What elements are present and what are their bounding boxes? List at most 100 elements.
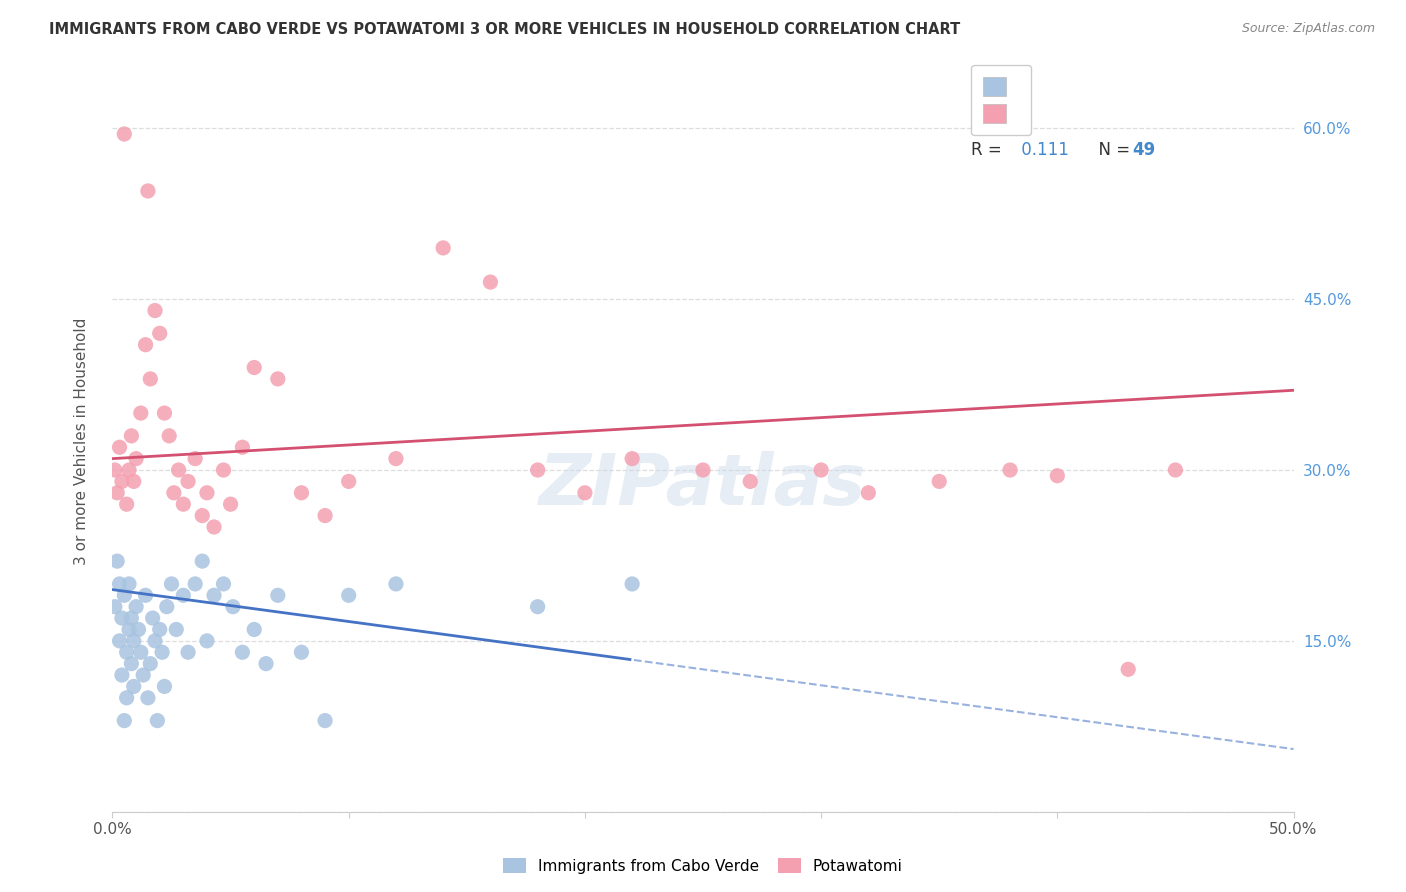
Text: IMMIGRANTS FROM CABO VERDE VS POTAWATOMI 3 OR MORE VEHICLES IN HOUSEHOLD CORRELA: IMMIGRANTS FROM CABO VERDE VS POTAWATOMI… [49, 22, 960, 37]
Point [150, 645, 173, 659]
Text: Source: ZipAtlas.com: Source: ZipAtlas.com [1241, 22, 1375, 36]
Point [135, 337, 157, 351]
Point [165, 623, 187, 637]
Point [212, 463, 235, 477]
Y-axis label: 3 or more Vehicles in Household: 3 or more Vehicles in Household [75, 318, 89, 566]
Point [172, 497, 194, 511]
Point [112, 714, 135, 728]
Point [337, 588, 360, 602]
Point [143, 303, 166, 318]
Point [314, 714, 336, 728]
Point [243, 623, 266, 637]
Point [810, 463, 832, 477]
Point [740, 475, 762, 489]
Point [574, 485, 596, 500]
Point [139, 657, 162, 671]
Point [122, 680, 145, 694]
Point [692, 463, 714, 477]
Point [195, 633, 218, 648]
Point [184, 577, 207, 591]
Point [621, 577, 644, 591]
Point [195, 485, 218, 500]
Point [120, 657, 142, 671]
Point [219, 497, 242, 511]
Point [314, 508, 336, 523]
Point [146, 714, 169, 728]
Point [290, 645, 312, 659]
Point [1046, 468, 1069, 483]
Text: ZIPatlas: ZIPatlas [540, 451, 866, 520]
Point [122, 475, 145, 489]
Point [136, 184, 159, 198]
Point [337, 475, 360, 489]
Point [167, 463, 190, 477]
Point [108, 577, 131, 591]
Point [127, 623, 149, 637]
Point [184, 451, 207, 466]
Point [998, 463, 1021, 477]
Point [177, 645, 200, 659]
Point [202, 588, 225, 602]
Point [267, 372, 290, 386]
Point [104, 463, 127, 477]
Point [163, 485, 186, 500]
Point [212, 577, 235, 591]
Point [108, 633, 131, 648]
Point [118, 577, 141, 591]
Point [142, 611, 165, 625]
Point [222, 599, 245, 614]
Point [120, 611, 142, 625]
Point [125, 599, 148, 614]
Point [112, 127, 135, 141]
Point [129, 406, 152, 420]
Point [432, 241, 454, 255]
Point [177, 475, 200, 489]
Point [254, 657, 277, 671]
Point [526, 599, 548, 614]
Point [104, 599, 127, 614]
Point [479, 275, 502, 289]
Point [526, 463, 548, 477]
Point [160, 577, 183, 591]
Point [267, 588, 290, 602]
Point [112, 588, 135, 602]
Point [122, 633, 145, 648]
Legend: Immigrants from Cabo Verde, Potawatomi: Immigrants from Cabo Verde, Potawatomi [498, 852, 908, 880]
Point [118, 463, 141, 477]
Text: 49: 49 [1133, 141, 1156, 159]
Point [157, 429, 180, 443]
Point [149, 623, 172, 637]
Point [290, 485, 312, 500]
Point [105, 554, 128, 568]
Point [115, 497, 138, 511]
Point [105, 485, 128, 500]
Point [243, 360, 266, 375]
Point [153, 680, 176, 694]
Point [621, 451, 644, 466]
Point [111, 475, 134, 489]
Point [132, 668, 155, 682]
Point [231, 440, 253, 454]
Point [928, 475, 950, 489]
Text: 0.111: 0.111 [1017, 141, 1069, 159]
Point [136, 690, 159, 705]
Point [129, 645, 152, 659]
Legend: , : , [972, 65, 1031, 135]
Point [149, 326, 172, 341]
Point [135, 588, 157, 602]
Point [858, 485, 880, 500]
Point [385, 577, 408, 591]
Text: N =: N = [1088, 141, 1135, 159]
Point [231, 645, 253, 659]
Point [111, 668, 134, 682]
Point [143, 633, 166, 648]
Point [172, 588, 194, 602]
Point [385, 451, 408, 466]
Point [118, 623, 141, 637]
Point [139, 372, 162, 386]
Point [125, 451, 148, 466]
Point [108, 440, 131, 454]
Point [202, 520, 225, 534]
Point [1116, 662, 1139, 676]
Point [153, 406, 176, 420]
